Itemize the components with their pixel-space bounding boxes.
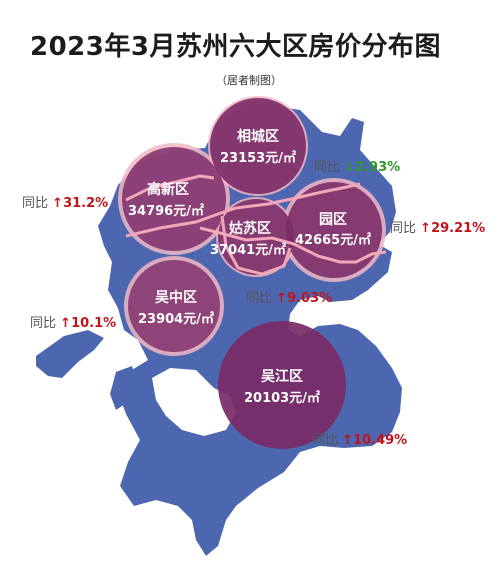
land-island-lower bbox=[110, 366, 136, 410]
district-border-gaoxin bbox=[125, 174, 215, 202]
circle-gusu bbox=[218, 199, 294, 275]
yoy-gaoxin: 同比 ↑31.2% bbox=[22, 192, 108, 211]
yoy-value: 10.49% bbox=[353, 433, 408, 448]
yoy-gusu: 同比 ↑9.03% bbox=[246, 287, 332, 306]
up-arrow-icon: ↑ bbox=[420, 221, 432, 236]
land-island-left bbox=[36, 330, 104, 378]
gusu-price: 37041元/㎡ bbox=[210, 242, 286, 258]
yoy-label: 同比 bbox=[312, 433, 339, 448]
gusu-name: 姑苏区 bbox=[229, 220, 271, 237]
xiangcheng-name: 相城区 bbox=[237, 128, 279, 145]
district-border-north bbox=[125, 182, 361, 238]
yoy-wuzhong: 同比 ↑10.1% bbox=[30, 312, 116, 331]
yuanqu-price: 42665元/㎡ bbox=[295, 232, 371, 248]
wuzhong-price: 23904元/㎡ bbox=[138, 311, 214, 327]
yoy-yuanqu: 同比 ↑29.21% bbox=[390, 217, 485, 236]
yoy-label: 同比 bbox=[246, 291, 273, 306]
circle-wuzhong bbox=[128, 260, 220, 352]
wujiang-name: 吴江区 bbox=[261, 368, 303, 385]
district-border-middle bbox=[199, 226, 387, 264]
yoy-value: 31.2% bbox=[63, 196, 109, 211]
wuzhong-name: 吴中区 bbox=[155, 289, 197, 306]
yoy-label: 同比 bbox=[30, 316, 57, 331]
gaoxin-name: 高新区 bbox=[147, 181, 189, 198]
xiangcheng-price: 23153元/㎡ bbox=[220, 150, 296, 166]
circle-gaoxin bbox=[122, 147, 226, 251]
yoy-value: 10.1% bbox=[71, 316, 117, 331]
up-arrow-icon: ↑ bbox=[60, 316, 72, 331]
up-arrow-icon: ↑ bbox=[276, 291, 288, 306]
wujiang-price: 20103元/㎡ bbox=[244, 390, 320, 406]
yoy-label: 同比 bbox=[22, 196, 49, 211]
yoy-value: 29.21% bbox=[431, 221, 486, 236]
down-arrow-icon: ↓ bbox=[344, 160, 356, 175]
map-subtitle: （居者制图） bbox=[216, 74, 282, 87]
yuanqu-name: 园区 bbox=[319, 212, 347, 228]
yoy-value: 9.03% bbox=[287, 291, 333, 306]
gaoxin-price: 34796元/㎡ bbox=[128, 203, 204, 219]
circle-xiangcheng bbox=[210, 98, 306, 194]
map-title: 2023年3月苏州六大区房价分布图 bbox=[30, 32, 441, 62]
lake bbox=[152, 368, 236, 436]
up-arrow-icon: ↑ bbox=[52, 196, 64, 211]
yoy-value: 2.93% bbox=[355, 160, 401, 175]
circle-yuanqu bbox=[286, 182, 382, 278]
circle-wujiang bbox=[218, 321, 346, 449]
district-border-gusu bbox=[220, 215, 292, 276]
yoy-label: 同比 bbox=[314, 160, 341, 175]
up-arrow-icon: ↑ bbox=[342, 433, 354, 448]
yoy-wujiang: 同比 ↑10.49% bbox=[312, 429, 407, 448]
yoy-label: 同比 bbox=[390, 221, 417, 236]
yoy-xiangcheng: 同比 ↓2.93% bbox=[314, 156, 400, 175]
